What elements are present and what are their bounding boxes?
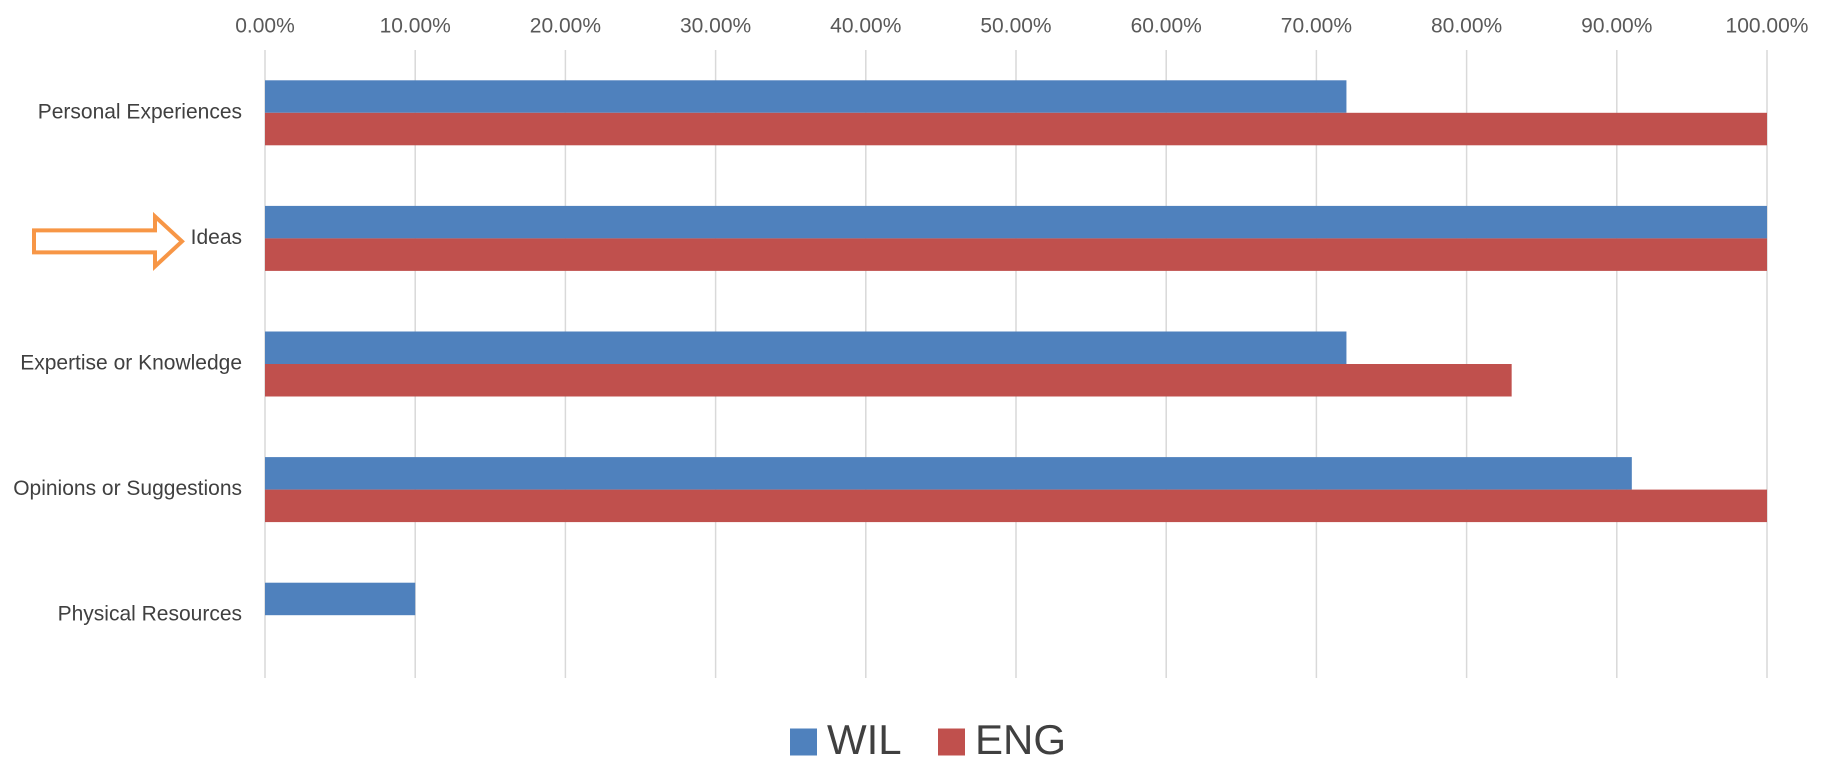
x-tick-label: 50.00%: [980, 15, 1051, 38]
x-tick-label: 60.00%: [1131, 15, 1202, 38]
bar-wil-expertise-or-knowledge: [265, 331, 1347, 364]
annotations: [32, 211, 185, 271]
x-tick-label: 40.00%: [830, 15, 901, 38]
category-labels: Personal Experiences Ideas Expertise or Kn…: [13, 100, 242, 625]
category-label: Ideas: [191, 226, 242, 249]
x-axis-tick-labels: 0.00% 10.00% 20.00% 30.00% 40.00% 50.00% 60.00…: [235, 15, 1808, 38]
category-label: Personal Experiences: [38, 100, 242, 123]
bar-wil-ideas: [265, 205, 1767, 239]
legend-label: WIL: [827, 716, 902, 760]
x-tick-label: 90.00%: [1581, 15, 1652, 38]
x-tick-label: 80.00%: [1431, 15, 1502, 38]
legend-item-eng: ENG: [938, 716, 1066, 760]
x-tick-label: 30.00%: [680, 15, 751, 38]
x-tick-label: 10.00%: [380, 15, 451, 38]
bar-eng-expertise-or-knowledge: [265, 364, 1512, 397]
bar-eng-personal-experiences: [265, 112, 1767, 146]
legend: WIL ENG: [790, 716, 1066, 760]
x-tick-label: 0.00%: [235, 15, 295, 38]
bar-wil-opinions-or-suggestions: [265, 457, 1632, 490]
bar-wil-physical-resources: [265, 582, 416, 616]
legend-swatch: [938, 728, 965, 756]
category-label: Opinions or Suggestions: [13, 477, 242, 500]
category-label: Expertise or Knowledge: [20, 352, 242, 375]
bar-eng-ideas: [265, 238, 1767, 271]
hollow-right-arrow-icon: [32, 211, 185, 271]
x-tick-label: 70.00%: [1281, 15, 1352, 38]
category-label: Physical Resources: [58, 603, 242, 626]
x-tick-label: 20.00%: [530, 15, 601, 38]
bar-eng-opinions-or-suggestions: [265, 489, 1767, 523]
x-tick-label: 100.00%: [1726, 15, 1809, 38]
bars: [265, 80, 1767, 616]
legend-label: ENG: [975, 716, 1066, 760]
legend-item-wil: WIL: [790, 716, 902, 760]
bar-wil-personal-experiences: [265, 80, 1347, 113]
legend-swatch: [790, 728, 817, 756]
